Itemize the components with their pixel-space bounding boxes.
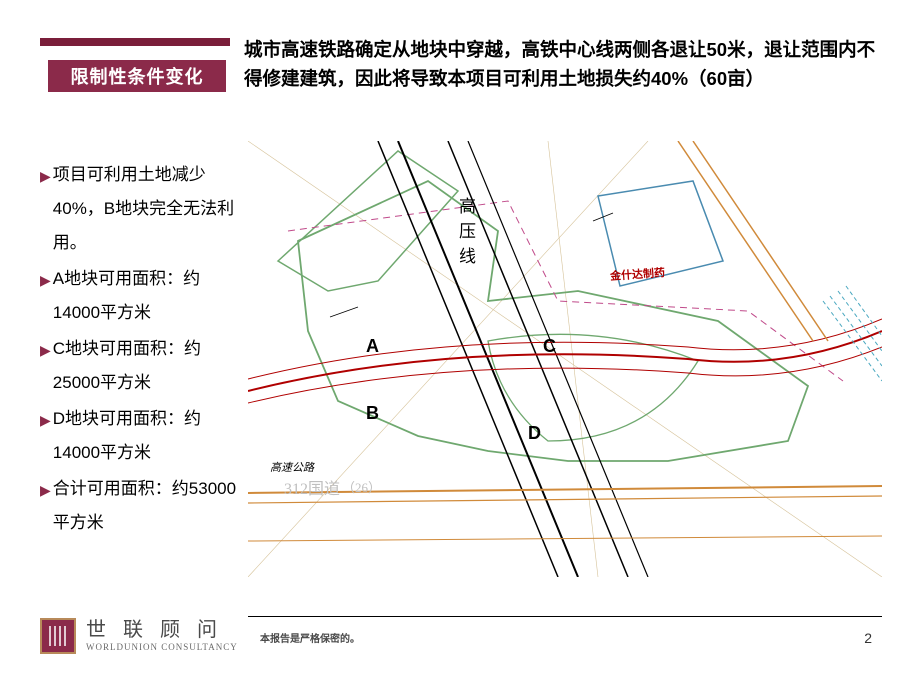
logo-english: WORLDUNION CONSULTANCY — [86, 642, 238, 652]
page-number: 2 — [864, 630, 872, 646]
zone-label-b: B — [366, 403, 379, 424]
accent-bar — [40, 38, 230, 46]
bullet-icon: ▶ — [40, 336, 51, 400]
zone-label-a: A — [366, 336, 379, 357]
site-plan-diagram: A B C D 高压线 高速公路 312国道 （26） 金什达制药 — [248, 141, 882, 577]
national-road-code: （26） — [342, 477, 381, 496]
bullet-text: D地块可用面积：约14000平方米 — [53, 402, 240, 470]
bullet-text: 项目可利用土地减少40%，B地块完全无法利用。 — [53, 158, 240, 260]
bullet-icon: ▶ — [40, 162, 51, 260]
highway-label: 高速公路 — [270, 459, 314, 475]
list-item: ▶ 项目可利用土地减少40%，B地块完全无法利用。 — [40, 158, 240, 260]
list-item: ▶ 合计可用面积：约53000平方米 — [40, 472, 240, 540]
bullet-icon: ▶ — [40, 406, 51, 470]
header-text: 城市高速铁路确定从地块中穿越，高铁中心线两侧各退让50米，退让范围内不得修建建筑… — [244, 36, 884, 93]
logo-chinese: 世 联 顾 问 — [86, 619, 238, 642]
national-road-312: 312国道 — [284, 475, 340, 499]
bullet-list: ▶ 项目可利用土地减少40%，B地块完全无法利用。 ▶ A地块可用面积：约140… — [40, 158, 240, 542]
confidential-note: 本报告是严格保密的。 — [260, 630, 360, 645]
list-item: ▶ C地块可用面积：约25000平方米 — [40, 332, 240, 400]
bullet-text: 合计可用面积：约53000平方米 — [53, 472, 240, 540]
logo-icon — [40, 618, 76, 654]
footer-divider — [248, 616, 882, 617]
company-logo: 世 联 顾 问 WORLDUNION CONSULTANCY — [40, 618, 238, 654]
high-voltage-label: 高压线 — [453, 197, 478, 272]
bullet-text: A地块可用面积：约14000平方米 — [53, 262, 240, 330]
list-item: ▶ A地块可用面积：约14000平方米 — [40, 262, 240, 330]
zone-label-d: D — [528, 423, 541, 444]
bullet-text: C地块可用面积：约25000平方米 — [53, 332, 240, 400]
zone-label-c: C — [543, 336, 556, 357]
bullet-icon: ▶ — [40, 266, 51, 330]
site-plan-svg — [248, 141, 882, 577]
list-item: ▶ D地块可用面积：约14000平方米 — [40, 402, 240, 470]
bullet-icon: ▶ — [40, 476, 51, 540]
constraint-badge: 限制性条件变化 — [48, 60, 226, 92]
